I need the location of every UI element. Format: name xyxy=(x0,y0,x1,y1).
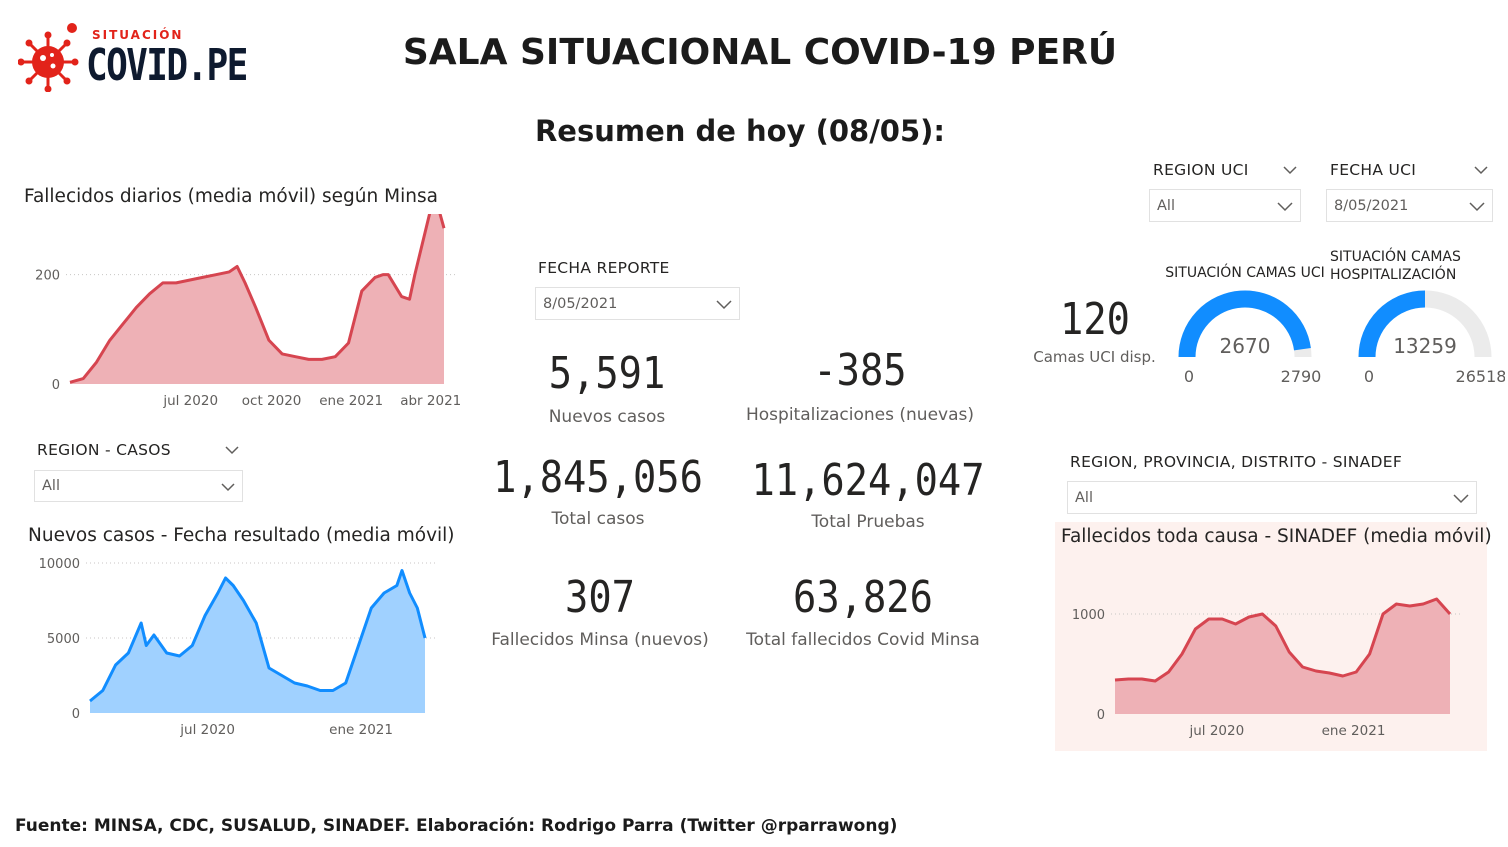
fallecidos-nuevos-label: Fallecidos Minsa (nuevos) xyxy=(491,630,709,650)
region-uci-dropdown[interactable]: All xyxy=(1149,189,1301,222)
region-sinadef-dropdown[interactable]: All xyxy=(1067,481,1477,514)
fallecidos-ytick-label: 200 xyxy=(35,269,60,284)
gauge-hosp-min-label: 0 xyxy=(1364,367,1374,386)
sinadef-line xyxy=(1114,597,1452,683)
total-fallecidos-value: 63,826 xyxy=(793,572,933,623)
covid-pe-logo xyxy=(18,18,248,96)
logo-small-text: SITUACIÓN xyxy=(92,28,184,42)
gauge-uci-fill xyxy=(1178,290,1311,358)
total-fallecidos-label: Total fallecidos Covid Minsa xyxy=(746,630,980,650)
fallecidos-chart-title: Fallecidos diarios (media móvil) según M… xyxy=(24,186,438,207)
chevron-down-icon xyxy=(1453,494,1469,504)
fallecidos-ytick-label: 0 xyxy=(52,378,60,393)
camas-uci-value: 120 xyxy=(1060,294,1130,345)
casos-ytick-label: 5000 xyxy=(47,632,80,647)
casos-chart-title: Nuevos casos - Fecha resultado (media mó… xyxy=(28,525,455,546)
hospitalizaciones-label: Hospitalizaciones (nuevas) xyxy=(746,405,974,425)
fecha-reporte-label: FECHA REPORTE xyxy=(538,259,670,277)
region-casos-value: All xyxy=(42,478,60,494)
chevron-down-icon[interactable] xyxy=(224,444,240,456)
gauge-hosp: 13259 0 26518 xyxy=(1358,290,1505,386)
sinadef-xtick-label: ene 2021 xyxy=(1322,723,1386,739)
chevron-down-icon xyxy=(716,300,732,310)
fecha-uci-value: 8/05/2021 xyxy=(1334,197,1409,214)
fecha-reporte-dropdown[interactable]: 8/05/2021 xyxy=(535,287,740,320)
gauge-uci-min-label: 0 xyxy=(1184,367,1194,386)
sinadef-ytick-label: 1000 xyxy=(1072,608,1105,623)
sinadef-area xyxy=(1115,599,1450,714)
gauge-uci: 2670 0 2790 xyxy=(1178,290,1322,386)
fallecidos-xtick-label: abr 2021 xyxy=(400,393,461,409)
region-casos-label: REGION - CASOS xyxy=(37,441,171,459)
casos-xtick-label: ene 2021 xyxy=(329,722,393,738)
gauge-hosp-title-line1: SITUACIÓN CAMAS xyxy=(1330,249,1461,265)
region-sinadef-label: REGION, PROVINCIA, DISTRITO - SINADEF xyxy=(1070,453,1403,471)
gauge-hosp-title: SITUACIÓN CAMAS HOSPITALIZACIÓN xyxy=(1330,248,1485,284)
gauge-hosp-value-label: 13259 xyxy=(1393,334,1457,358)
fallecidos-xtick-label: ene 2021 xyxy=(319,393,383,409)
chevron-down-icon[interactable] xyxy=(1473,164,1489,176)
gauge-hosp-title-line2: HOSPITALIZACIÓN xyxy=(1330,267,1457,283)
camas-uci-label: Camas UCI disp. xyxy=(1033,348,1156,366)
chevron-down-icon[interactable] xyxy=(1282,164,1298,176)
total-casos-label: Total casos xyxy=(551,509,645,529)
page-title: SALA SITUACIONAL COVID-19 PERÚ xyxy=(402,32,1118,73)
casos-chart: 0 5000 10000 jul 2020 ene 2021 xyxy=(39,557,437,738)
sinadef-chart: 0 1000 jul 2020 ene 2021 xyxy=(1072,597,1462,739)
gauge-hosp-fill xyxy=(1358,290,1426,358)
casos-ytick-label: 10000 xyxy=(39,557,80,572)
nuevos-casos-label: Nuevos casos xyxy=(548,407,666,427)
footer-source: Fuente: MINSA, CDC, SUSALUD, SINADEF. El… xyxy=(15,816,898,836)
total-casos-value: 1,845,056 xyxy=(493,452,703,503)
fallecidos-xtick-label: oct 2020 xyxy=(242,393,302,409)
region-uci-label: REGION UCI xyxy=(1153,161,1249,179)
region-uci-value: All xyxy=(1157,197,1175,214)
logo-main-text: COVID.PE xyxy=(86,40,248,91)
total-pruebas-label: Total Pruebas xyxy=(811,512,925,532)
fallecidos-nuevos-value: 307 xyxy=(565,572,635,623)
fecha-reporte-value: 8/05/2021 xyxy=(543,295,618,312)
total-pruebas-value: 11,624,047 xyxy=(751,455,985,506)
fallecidos-area xyxy=(70,214,444,384)
chevron-down-icon xyxy=(221,483,235,492)
casos-area xyxy=(90,570,425,713)
fallecidos-line xyxy=(69,214,446,384)
region-sinadef-value: All xyxy=(1075,489,1093,506)
summary-title: Resumen de hoy (08/05): xyxy=(534,114,946,148)
region-casos-dropdown[interactable]: All xyxy=(34,470,243,502)
sinadef-xtick-label: jul 2020 xyxy=(1188,723,1244,739)
fallecidos-xtick-label: jul 2020 xyxy=(162,393,218,409)
gauge-uci-value-label: 2670 xyxy=(1220,334,1271,358)
fecha-uci-dropdown[interactable]: 8/05/2021 xyxy=(1326,189,1493,222)
gauge-hosp-max-label: 26518 xyxy=(1456,367,1505,386)
fecha-uci-label: FECHA UCI xyxy=(1330,161,1417,179)
casos-xtick-label: jul 2020 xyxy=(179,722,235,738)
nuevos-casos-value: 5,591 xyxy=(548,348,666,399)
chevron-down-icon xyxy=(1469,202,1485,212)
gauge-uci-title: SITUACIÓN CAMAS UCI xyxy=(1165,265,1325,281)
sinadef-ytick-label: 0 xyxy=(1097,708,1105,723)
sinadef-chart-title: Fallecidos toda causa - SINADEF (media m… xyxy=(1061,526,1492,547)
chevron-down-icon xyxy=(1277,202,1293,212)
casos-line xyxy=(89,569,427,703)
casos-ytick-label: 0 xyxy=(72,707,80,722)
virus-icon xyxy=(18,23,79,92)
hospitalizaciones-value: -385 xyxy=(813,345,907,396)
gauge-uci-max-label: 2790 xyxy=(1281,367,1322,386)
fallecidos-chart: 0 200 jul 2020 oct 2020 ene 2021 abr 2021 xyxy=(35,214,461,409)
